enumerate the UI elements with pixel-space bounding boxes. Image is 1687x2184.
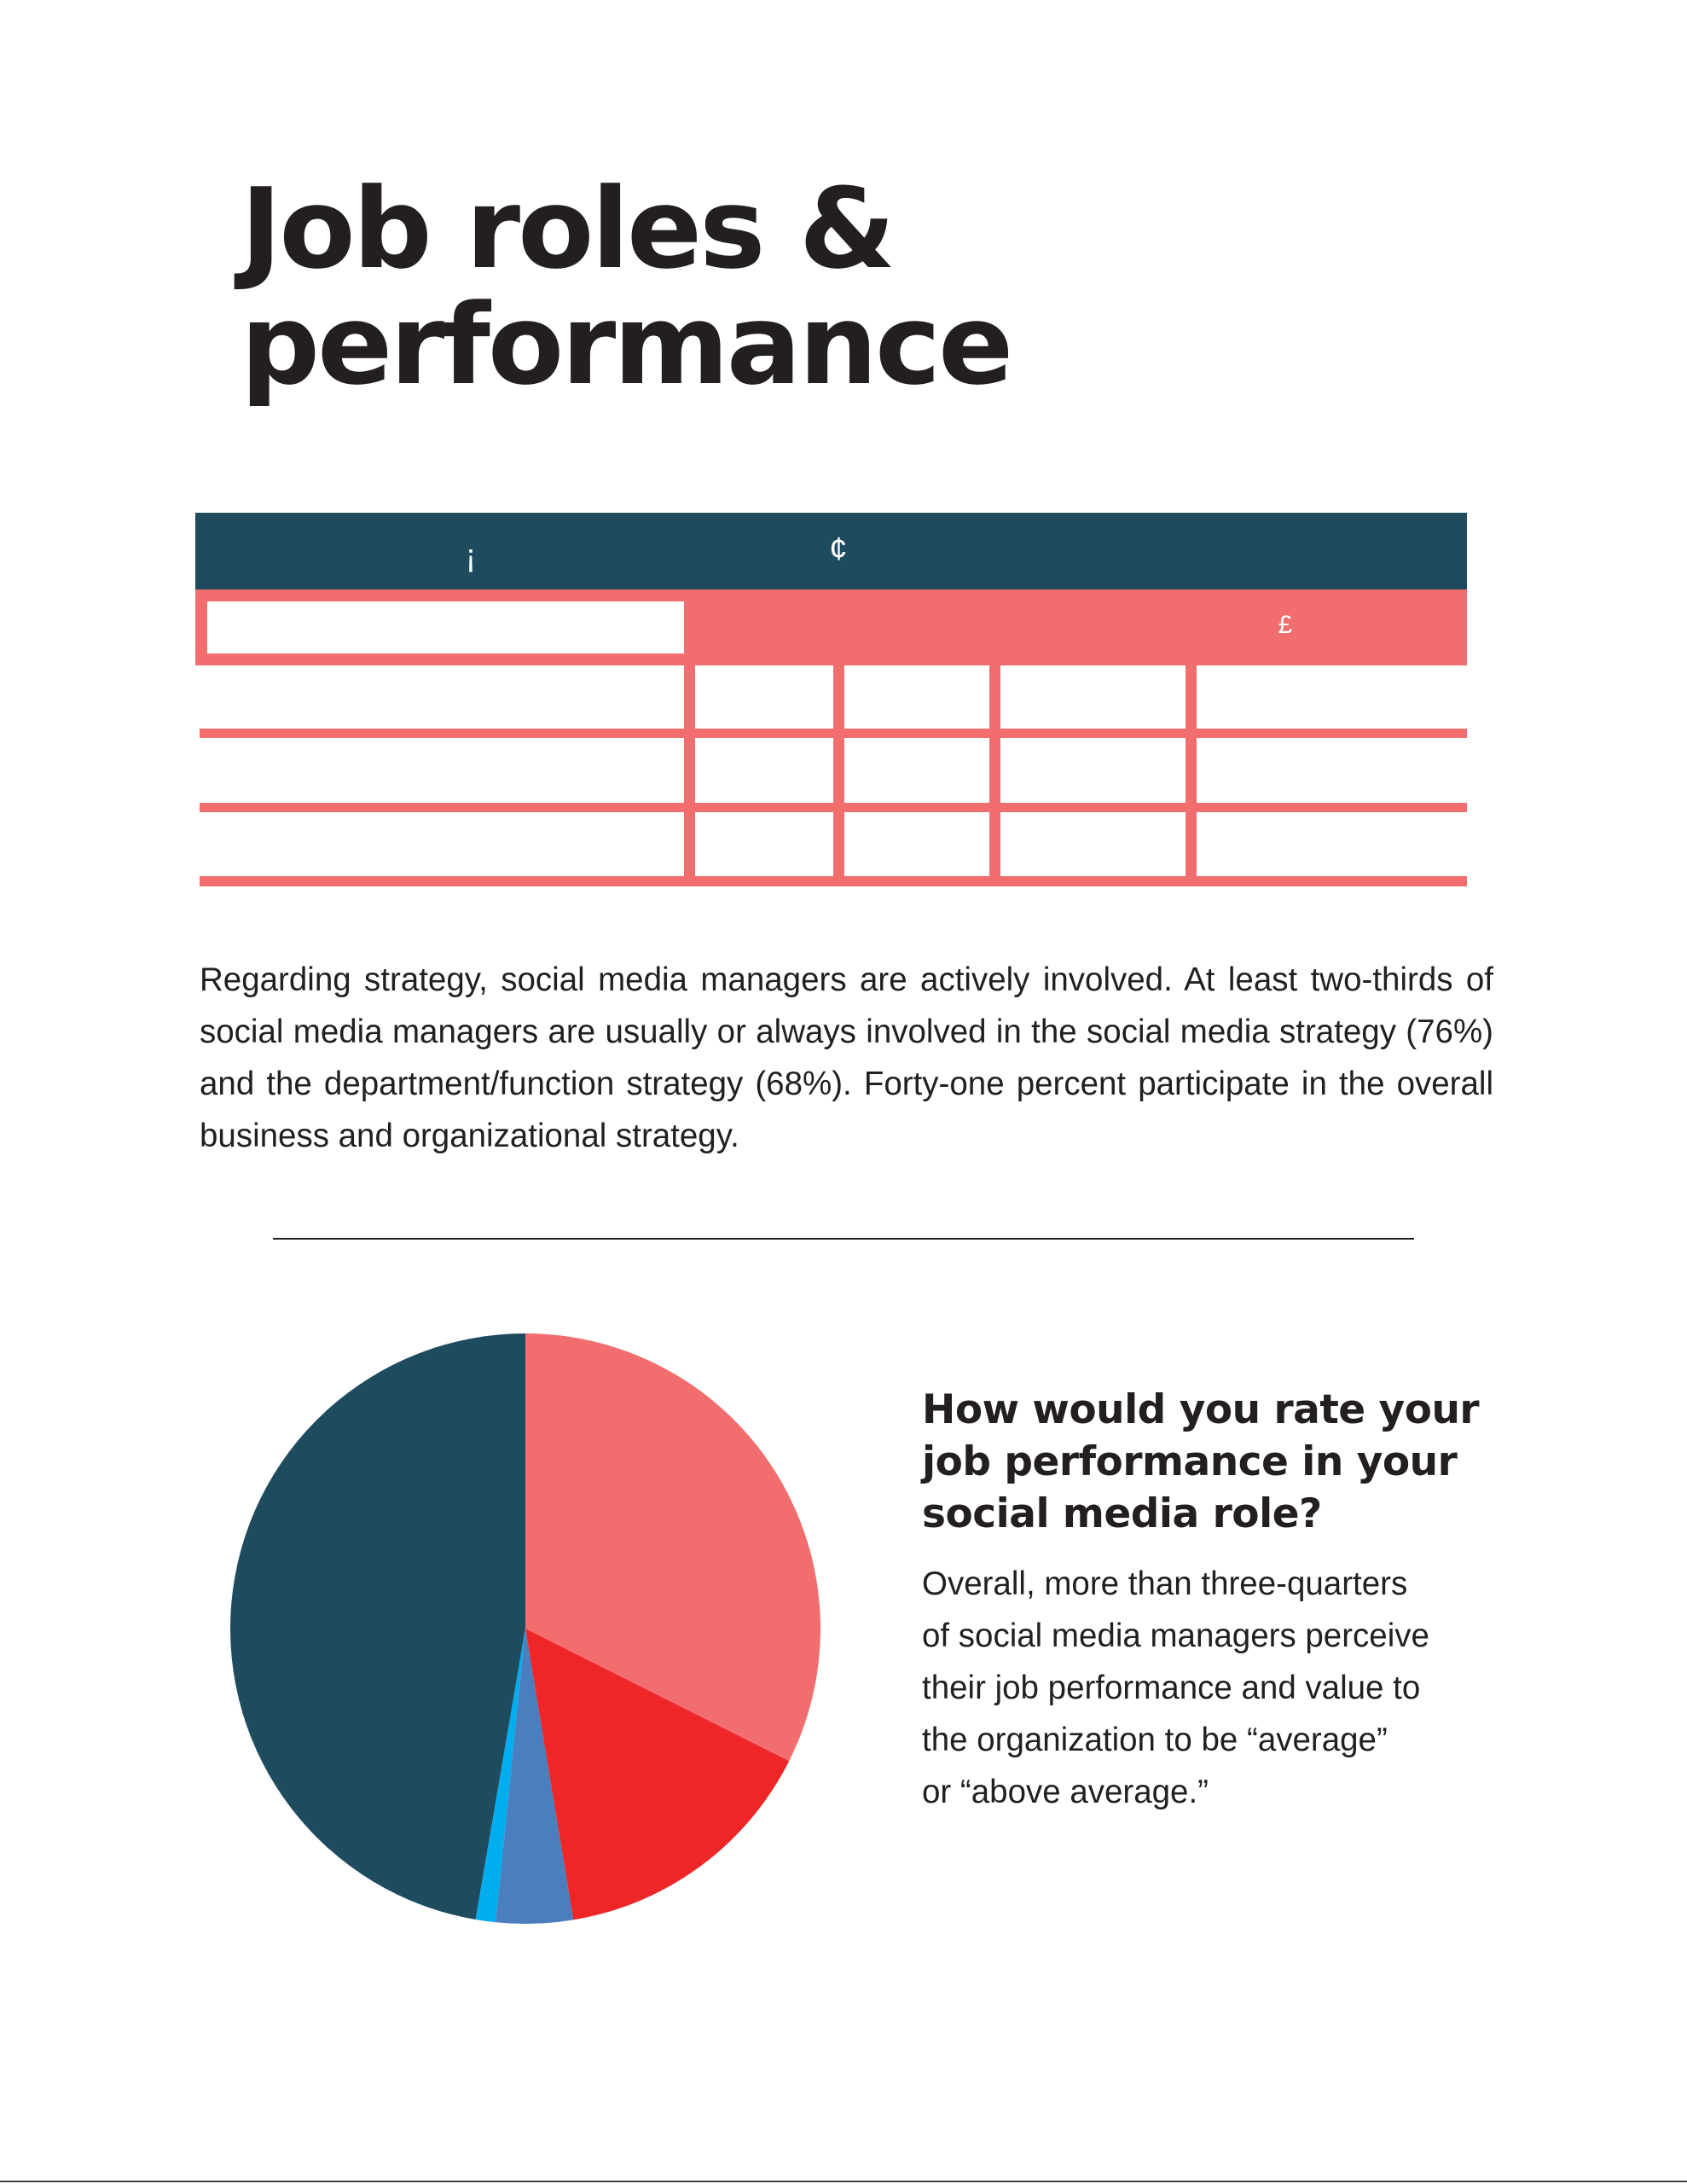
title-line: Job roles &	[241, 164, 896, 293]
summary-line: the organization to be “average”	[922, 1722, 1388, 1758]
table-column-divider	[989, 665, 1000, 879]
table-subheader-label-box	[207, 601, 684, 653]
question-line: social media role?	[922, 1490, 1322, 1537]
summary-line: Overall, more than three-quarters	[922, 1565, 1408, 1602]
summary-line: their job performance and value to	[922, 1670, 1421, 1706]
pie-slice	[475, 1629, 525, 1923]
question-line: How would you rate your	[922, 1386, 1480, 1433]
summary-line: of social media managers perceive	[922, 1618, 1429, 1654]
question-line: job performance in your	[922, 1438, 1458, 1485]
section-divider	[273, 1238, 1414, 1240]
table-column-divider	[833, 665, 844, 879]
summary-line: or “above average.”	[922, 1774, 1209, 1810]
pie-slice	[525, 1629, 790, 1920]
strategy-paragraph: Regarding strategy, social media manager…	[200, 961, 1493, 1154]
table-subheader-glyph: £	[1278, 611, 1293, 639]
table-header-glyph: ¡	[466, 538, 477, 574]
page-title: Job roles & performance	[241, 164, 1013, 410]
table-header-glyph: ¢	[829, 531, 847, 567]
page-bottom-rule	[0, 2181, 1687, 2182]
performance-summary: Overall, more than three-quarters of soc…	[922, 1558, 1519, 1818]
table-column-divider	[684, 665, 695, 879]
pie-slice	[230, 1333, 525, 1920]
strategy-table: ¡ ¢ £	[195, 513, 1467, 886]
question-heading: How would you rate your job performance …	[922, 1384, 1519, 1540]
table-row-divider	[200, 876, 1467, 886]
table-column-divider	[1186, 665, 1197, 879]
title-line: performance	[241, 280, 1013, 410]
table-header-bar	[195, 513, 1467, 590]
pie-slice	[496, 1629, 574, 1925]
pie-slice	[525, 1333, 820, 1762]
